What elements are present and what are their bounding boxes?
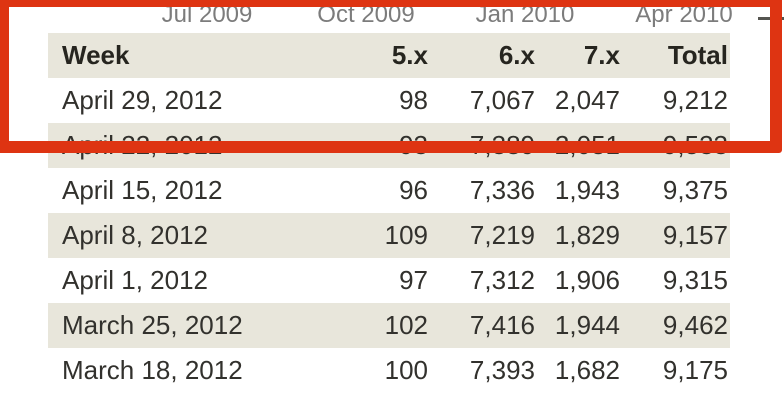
week-cell: April 22, 2012 — [62, 130, 223, 160]
chart-axis-labels: Jul 2009 Oct 2009 Jan 2010 Apr 2010 — [0, 0, 784, 30]
table-row: March 18, 2012 100 7,393 1,682 9,175 — [48, 348, 730, 393]
v6-cell: 7,336 — [469, 175, 535, 205]
v6-cell: 7,416 — [469, 310, 535, 340]
total-cell: 9,315 — [662, 265, 728, 295]
column-header-week: Week — [62, 40, 130, 70]
column-header-7x: 7.x — [583, 40, 620, 70]
week-cell: April 1, 2012 — [62, 265, 208, 295]
v7-cell: 1,944 — [554, 310, 620, 340]
v7-cell: 1,682 — [554, 355, 620, 385]
v5-cell: 93 — [399, 130, 428, 160]
table-row: March 25, 2012 102 7,416 1,944 9,462 — [48, 303, 730, 348]
table-row: April 8, 2012 109 7,219 1,829 9,157 — [48, 213, 730, 258]
v5-cell: 96 — [399, 175, 428, 205]
table-header-row: Week 5.x 6.x 7.x Total — [48, 33, 730, 78]
v6-cell: 7,219 — [469, 220, 535, 250]
v6-cell: 7,312 — [469, 265, 535, 295]
v7-cell: 1,829 — [554, 220, 620, 250]
table-row: April 22, 2012 93 7,389 2,051 9,533 — [48, 123, 730, 168]
v6-cell: 7,067 — [469, 85, 535, 115]
axis-tick-fragment — [758, 17, 784, 20]
total-cell: 9,533 — [662, 130, 728, 160]
table-row: April 1, 2012 97 7,312 1,906 9,315 — [48, 258, 730, 303]
column-header-total: Total — [667, 40, 728, 70]
total-cell: 9,462 — [662, 310, 728, 340]
version-stats-table: Week 5.x 6.x 7.x Total April 29, 2012 98… — [48, 33, 730, 393]
v5-cell: 109 — [384, 220, 428, 250]
total-cell: 9,157 — [662, 220, 728, 250]
week-cell: March 25, 2012 — [62, 310, 243, 340]
axis-tick-label: Jul 2009 — [161, 1, 253, 28]
column-header-5x: 5.x — [391, 40, 428, 70]
table-row: April 29, 2012 98 7,067 2,047 9,212 — [48, 78, 730, 123]
axis-tick-label: Jan 2010 — [475, 1, 575, 28]
v6-cell: 7,389 — [469, 130, 535, 160]
v7-cell: 2,047 — [554, 85, 620, 115]
v5-cell: 98 — [399, 85, 428, 115]
total-cell: 9,212 — [662, 85, 728, 115]
v5-cell: 100 — [384, 355, 428, 385]
week-cell: April 29, 2012 — [62, 85, 223, 115]
v5-cell: 102 — [384, 310, 428, 340]
table-row: April 15, 2012 96 7,336 1,943 9,375 — [48, 168, 730, 213]
v7-cell: 2,051 — [554, 130, 620, 160]
v7-cell: 1,906 — [554, 265, 620, 295]
week-cell: April 8, 2012 — [62, 220, 208, 250]
week-cell: March 18, 2012 — [62, 355, 243, 385]
axis-tick-label: Oct 2009 — [317, 1, 415, 28]
v5-cell: 97 — [399, 265, 428, 295]
v6-cell: 7,393 — [469, 355, 535, 385]
column-header-6x: 6.x — [498, 40, 535, 70]
axis-tick-label: Apr 2010 — [635, 1, 733, 28]
total-cell: 9,175 — [662, 355, 728, 385]
total-cell: 9,375 — [662, 175, 728, 205]
v7-cell: 1,943 — [554, 175, 620, 205]
week-cell: April 15, 2012 — [62, 175, 223, 205]
